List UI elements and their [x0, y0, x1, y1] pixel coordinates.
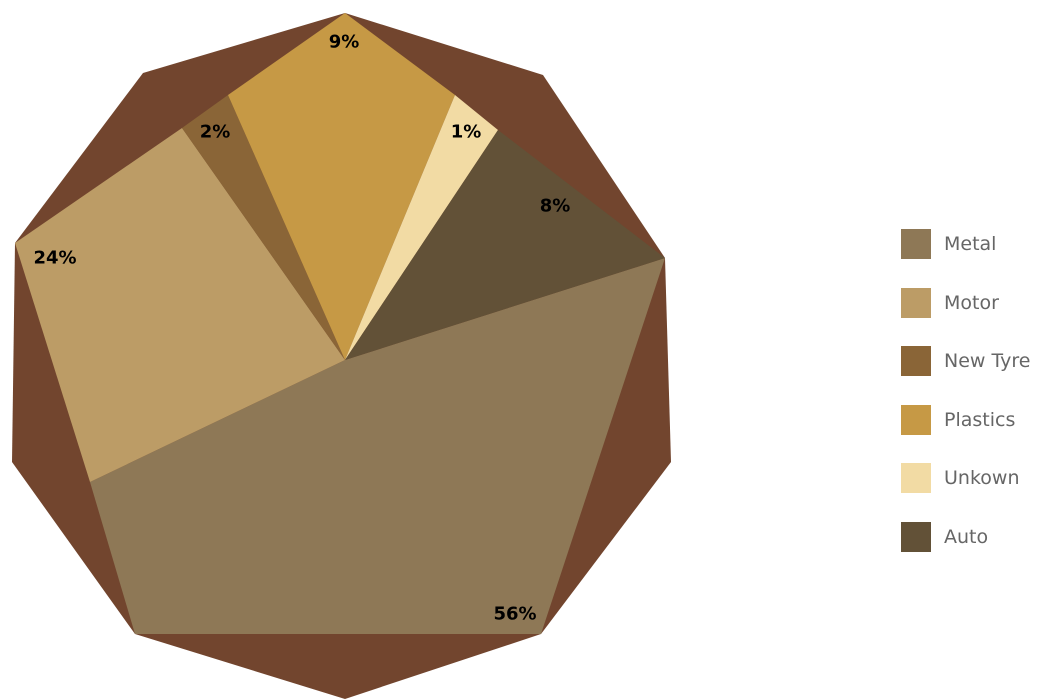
data-label-metal: 56%: [493, 604, 536, 625]
pie-slice-unkown: [345, 95, 498, 360]
pie-slice-motor: [15, 128, 345, 482]
legend-swatch: [901, 229, 931, 259]
data-labels: 56% 24% 2% 9% 1% 8%: [33, 32, 570, 625]
pie-slice-auto: [345, 130, 665, 360]
legend-item-auto: Auto: [901, 521, 1030, 552]
legend-item-motor: Motor: [901, 287, 1030, 318]
legend-label: Motor: [944, 291, 999, 314]
legend-item-unkown: Unkown: [901, 463, 1030, 494]
pie-slice-new-tyre: [182, 95, 345, 360]
pie-slice-metal: [90, 258, 665, 634]
pie-slices: [15, 13, 665, 634]
legend-swatch: [901, 463, 931, 494]
data-label-plastics: 9%: [329, 32, 360, 53]
legend-label: Auto: [944, 525, 989, 548]
legend-swatch: [901, 404, 931, 435]
legend-swatch: [901, 346, 931, 377]
data-label-auto: 8%: [540, 196, 571, 217]
data-label-motor: 24%: [33, 248, 76, 269]
legend-label: Plastics: [944, 408, 1016, 431]
data-label-new-tyre: 2%: [200, 122, 231, 143]
legend-item-plastics: Plastics: [901, 404, 1030, 435]
pie-slice-plastics: [228, 13, 455, 360]
legend: Metal Motor New Tyre Plastics Unkown Auto: [901, 229, 1030, 581]
legend-item-metal: Metal: [901, 229, 1030, 259]
legend-swatch: [901, 287, 931, 318]
legend-item-new-tyre: New Tyre: [901, 346, 1031, 377]
legend-label: Metal: [944, 233, 997, 255]
legend-label: Unkown: [944, 467, 1020, 490]
data-label-unkown: 1%: [451, 122, 482, 143]
legend-label: New Tyre: [944, 350, 1031, 373]
legend-swatch: [901, 521, 931, 552]
